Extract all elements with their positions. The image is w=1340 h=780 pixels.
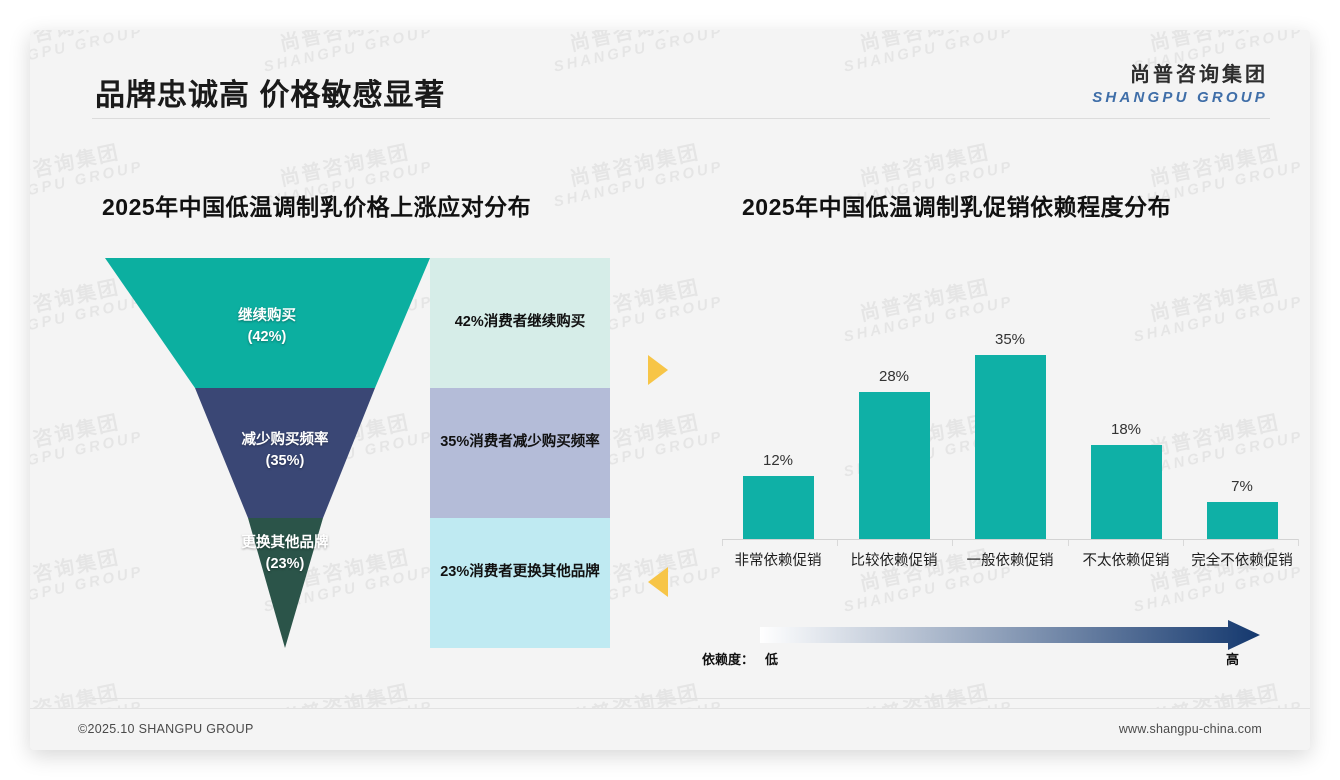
axis-ticks [722,539,1299,546]
x-axis-labels: 非常依赖促销 比较依赖促销 一般依赖促销 不太依赖促销 完全不依赖促销 [720,549,1300,570]
bar-slot: 7% [1184,291,1300,539]
bar-series: 12% 28% 35% 18% 7% [720,291,1300,539]
funnel-label-0-pct: (42%) [247,329,287,346]
funnel-band-text-2: 23%消费者更换其他品牌 [440,564,600,580]
triangle-left-marker-icon [648,567,668,597]
logo-text-cn: 尚普咨询集团 [1130,64,1268,86]
bar-value-label: 35% [994,331,1026,349]
bar-slot: 35% [952,291,1068,539]
funnel-band-text-1: 35%消费者减少购买频率 [440,434,600,450]
legend-high-label: 高 [1226,652,1240,667]
category-label: 不太依赖促销 [1082,553,1170,569]
axis-tick [1182,539,1184,546]
header-divider [92,118,1270,119]
category-label: 比较依赖促销 [850,553,938,569]
funnel-label-0: 继续购买 (42%) [157,306,377,348]
gradient-arrow-icon [760,620,1260,650]
axis-tick [837,539,839,546]
x-axis-line [722,539,1298,540]
legend-caption: 依赖度： [702,652,755,667]
funnel-band-2 [430,518,610,648]
footnote-divider-top [92,698,1270,699]
slide-footer: ©2025.10 SHANGPU GROUP www.shangpu-china… [30,708,1310,750]
funnel-label-1-name: 减少购买频率 [241,432,329,448]
funnel-band-text-0: 42%消费者继续购买 [454,314,586,330]
bar-rect[interactable] [974,355,1046,539]
funnel-label-2: 更换其他品牌 (23%) [175,533,395,575]
funnel-segment-2 [248,518,323,648]
bar-value-label: 18% [1110,420,1142,438]
bar-value-label: 7% [1231,478,1253,496]
bar-slot: 12% [720,291,836,539]
triangle-right-marker-icon [648,355,668,385]
funnel-band-0 [430,258,610,388]
funnel-chart: 继续购买 (42%) 减少购买频率 (35%) 更换其他品牌 (23%) 42%… [100,258,610,648]
funnel-segment-0 [105,258,430,388]
bar-value-label: 12% [762,452,794,469]
funnel-label-2-pct: (23%) [265,556,305,573]
funnel-segment-1 [195,388,375,518]
bar-rect[interactable] [1206,502,1278,539]
bar-rect[interactable] [858,392,930,539]
legend-low-label: 低 [765,652,779,667]
funnel-label-1: 减少购买频率 (35%) [175,430,395,472]
axis-tick [722,539,723,546]
axis-tick [952,539,954,546]
axis-tick [1067,539,1069,546]
left-chart-title: 2025年中国低温调制乳价格上涨应对分布 [102,194,532,220]
slide-header: 品牌忠诚高 价格敏感显著 尚普咨询集团 SHANGPU GROUP [30,30,1310,122]
logo-text-en: SHANGPU GROUP [1092,89,1268,106]
category-label: 一般依赖促销 [966,553,1054,569]
copyright-text: ©2025.10 SHANGPU GROUP [78,722,254,736]
category-label: 完全不依赖促销 [1191,553,1293,569]
website-text: www.shangpu-china.com [1118,722,1262,736]
slide-card: 尚普咨询集团 SHANGPU GROUP 尚普咨询集团 SHANGPU GROUP 尚普… [30,30,1310,750]
funnel-label-1-pct: (35%) [265,453,305,470]
bar-rect[interactable] [742,476,814,539]
brand-logo: 尚普咨询集团 SHANGPU GROUP [1092,58,1268,106]
bar-value-label: 28% [878,368,910,385]
funnel-svg [105,258,610,648]
funnel-band-1 [430,388,610,518]
dependency-bar-chart: 12% 28% 35% 18% 7% 非常依赖促销 比较依赖促销 一般依赖促销 不太依赖促销 完… [720,270,1300,570]
right-chart-title: 2025年中国低温调制乳促销依赖程度分布 [742,194,1172,220]
funnel-label-2-name: 更换其他品牌 [241,535,329,551]
funnel-label-0-name: 继续购买 [238,308,296,324]
category-label: 非常依赖促销 [734,553,822,569]
bar-rect[interactable] [1090,444,1162,539]
page-title: 品牌忠诚高 价格敏感显著 [95,79,446,112]
bar-slot: 18% [1068,291,1184,539]
dependency-gradient-legend: 依赖度： 低 高 [702,620,1302,680]
bar-slot: 28% [836,291,952,539]
axis-tick [1298,539,1299,546]
